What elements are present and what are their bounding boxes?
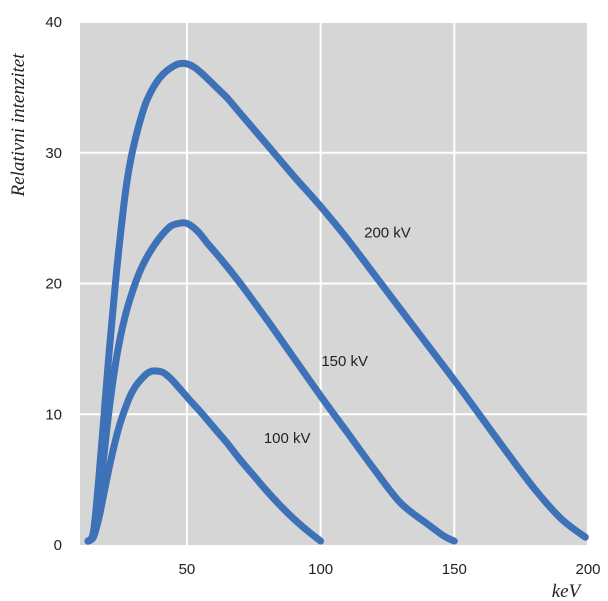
x-tick-label-200: 200 <box>575 561 600 578</box>
x-tick-label-50: 50 <box>179 561 196 578</box>
grid-lines <box>80 21 589 545</box>
series-label-200-kv: 200 kV <box>364 225 411 242</box>
y-tick-labels: 0 10 20 30 40 <box>45 14 62 554</box>
series-label-100-kv: 100 kV <box>264 430 311 447</box>
series-line-200-kv <box>84 59 589 545</box>
y-axis-label: Relativni intenzitet <box>8 53 29 198</box>
series-labels: 200 kV 150 kV 100 kV <box>264 225 411 447</box>
y-tick-label-10: 10 <box>45 406 62 423</box>
y-tick-label-40: 40 <box>45 14 62 31</box>
series-line-100-kv <box>84 367 325 545</box>
x-axis-label: keV <box>552 581 583 601</box>
y-tick-label-0: 0 <box>54 537 62 554</box>
x-tick-label-100: 100 <box>308 561 333 578</box>
x-tick-label-150: 150 <box>442 561 467 578</box>
y-tick-label-30: 30 <box>45 145 62 162</box>
series-line-150-kv <box>84 219 458 545</box>
y-tick-label-20: 20 <box>45 276 62 293</box>
series-label-150-kv: 150 kV <box>321 353 368 370</box>
series-lines <box>84 59 589 545</box>
x-tick-labels: 50 100 150 200 <box>179 561 601 578</box>
